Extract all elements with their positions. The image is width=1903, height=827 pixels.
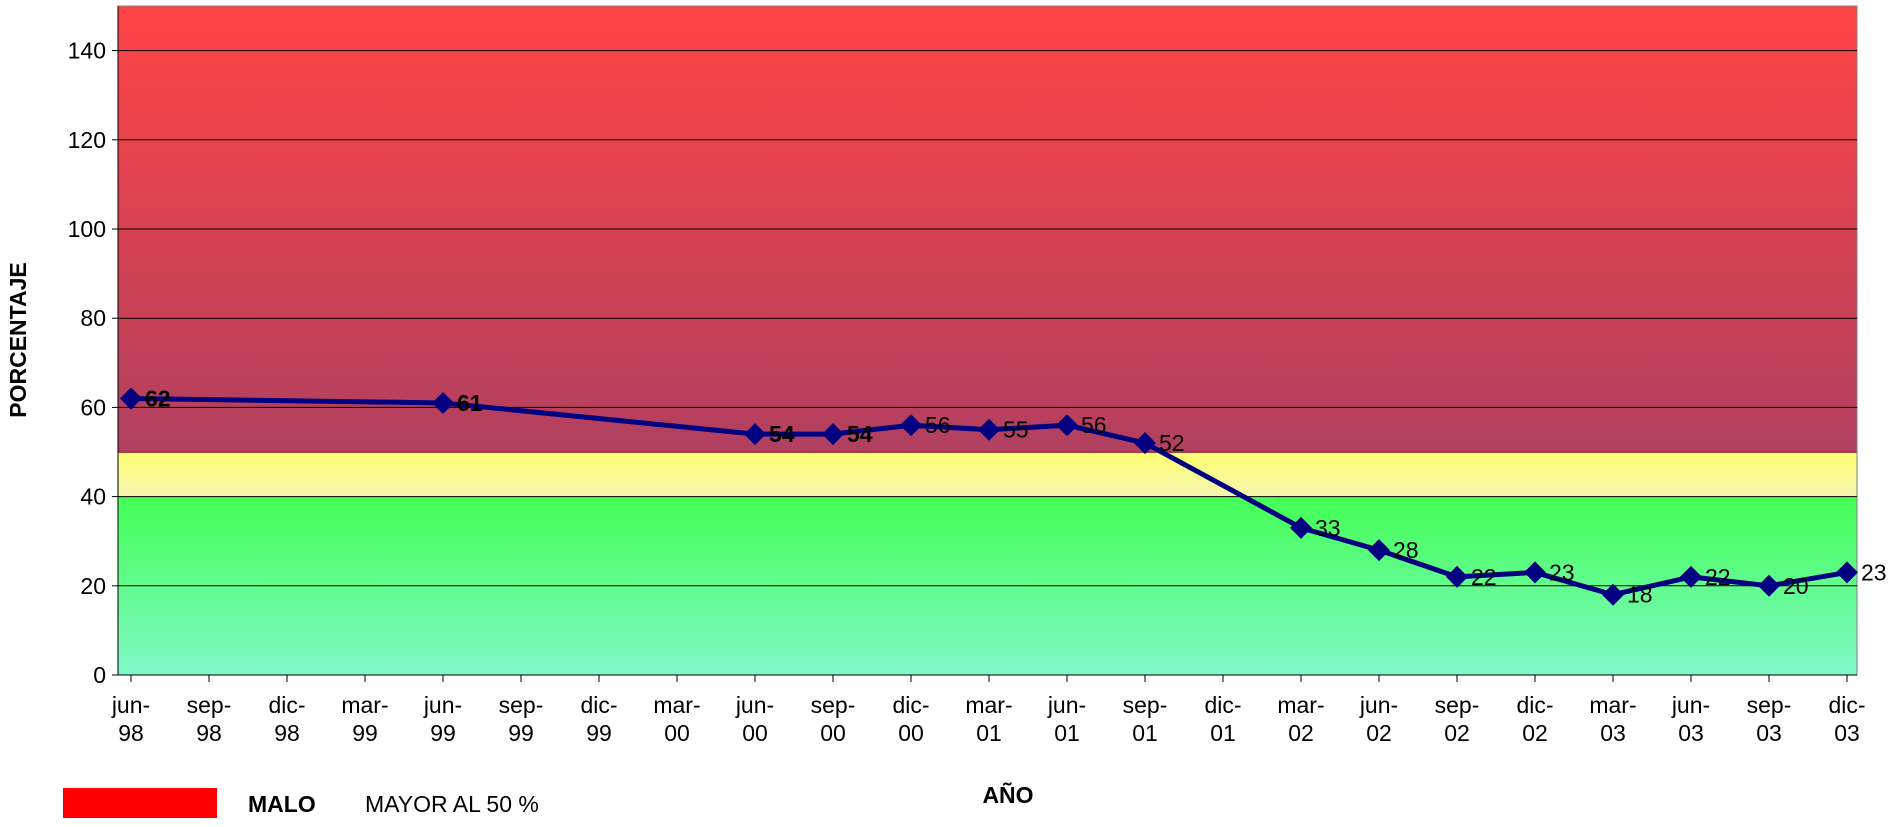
x-tick-label: sep-99 — [499, 692, 544, 746]
y-tick-label: 20 — [80, 573, 106, 599]
data-label: 52 — [1159, 430, 1185, 456]
data-label: 61 — [457, 390, 483, 416]
data-label: 33 — [1315, 515, 1341, 541]
data-label: 18 — [1627, 582, 1653, 608]
data-label: 22 — [1705, 564, 1731, 590]
x-tick-label: sep-01 — [1123, 692, 1168, 746]
point-marker — [1368, 539, 1390, 562]
x-tick-label: dic-00 — [892, 692, 929, 746]
data-label: 54 — [769, 421, 795, 447]
x-tick-label: dic-02 — [1516, 692, 1553, 746]
data-label: 56 — [925, 412, 951, 438]
point-marker — [1836, 561, 1858, 584]
point-marker — [1056, 414, 1078, 437]
point-marker — [822, 423, 844, 446]
point-marker — [1602, 583, 1624, 606]
point-marker — [744, 423, 766, 446]
y-axis-title: PORCENTAJE — [5, 262, 31, 418]
x-tick-label: sep-03 — [1747, 692, 1792, 746]
point-marker — [1290, 516, 1312, 539]
data-label: 22 — [1471, 564, 1497, 590]
x-axis-title: AÑO — [982, 781, 1033, 808]
x-tick-label: sep-00 — [811, 692, 856, 746]
x-tick-label: dic-01 — [1204, 692, 1241, 746]
point-marker — [432, 391, 454, 414]
x-tick-label: mar-00 — [653, 692, 700, 746]
point-marker — [120, 387, 142, 410]
x-tick-label: dic-98 — [268, 692, 305, 746]
bands — [118, 6, 1857, 675]
x-tick-label: jun-03 — [1671, 692, 1710, 746]
point-marker — [978, 418, 1000, 441]
legend-label: MALO — [248, 791, 316, 817]
point-marker — [1680, 565, 1702, 588]
x-tick-label: sep-02 — [1435, 692, 1480, 746]
x-tick-label: jun-02 — [1359, 692, 1398, 746]
data-label: 56 — [1081, 412, 1107, 438]
y-tick-label: 140 — [68, 38, 106, 64]
x-tick-label: jun-00 — [735, 692, 774, 746]
y-tick-label: 120 — [68, 127, 106, 153]
x-tick-label: mar-03 — [1589, 692, 1636, 746]
y-tick-label: 80 — [80, 305, 106, 331]
point-marker — [900, 414, 922, 437]
legend-swatch — [63, 788, 217, 818]
x-tick-label: mar-01 — [965, 692, 1012, 746]
x-tick-label: jun-01 — [1047, 692, 1086, 746]
x-tick-label: dic-99 — [580, 692, 617, 746]
point-marker — [1524, 561, 1546, 584]
x-tick-label: mar-99 — [341, 692, 388, 746]
data-label: 20 — [1783, 573, 1809, 599]
legend-description: MAYOR AL 50 % — [365, 791, 539, 817]
point-marker — [1134, 432, 1156, 455]
series-line — [130, 395, 1848, 598]
x-tick-label: mar-02 — [1277, 692, 1324, 746]
data-label: 23 — [1861, 559, 1887, 585]
y-tick-label: 40 — [80, 484, 106, 510]
data-label: 23 — [1549, 559, 1575, 585]
data-label: 54 — [847, 421, 873, 447]
y-tick-label: 0 — [93, 662, 106, 688]
data-label: 28 — [1393, 537, 1419, 563]
data-label: 62 — [145, 385, 171, 411]
y-tick-label: 100 — [68, 216, 106, 242]
x-tick-label: dic-03 — [1828, 692, 1865, 746]
x-tick-label: sep-98 — [187, 692, 232, 746]
x-tick-label: jun-99 — [423, 692, 462, 746]
data-label: 55 — [1003, 417, 1029, 443]
y-tick-label: 60 — [80, 394, 106, 420]
x-tick-label: jun-98 — [111, 692, 150, 746]
band — [118, 452, 1857, 497]
point-marker — [1446, 565, 1468, 588]
point-marker — [1758, 574, 1780, 597]
